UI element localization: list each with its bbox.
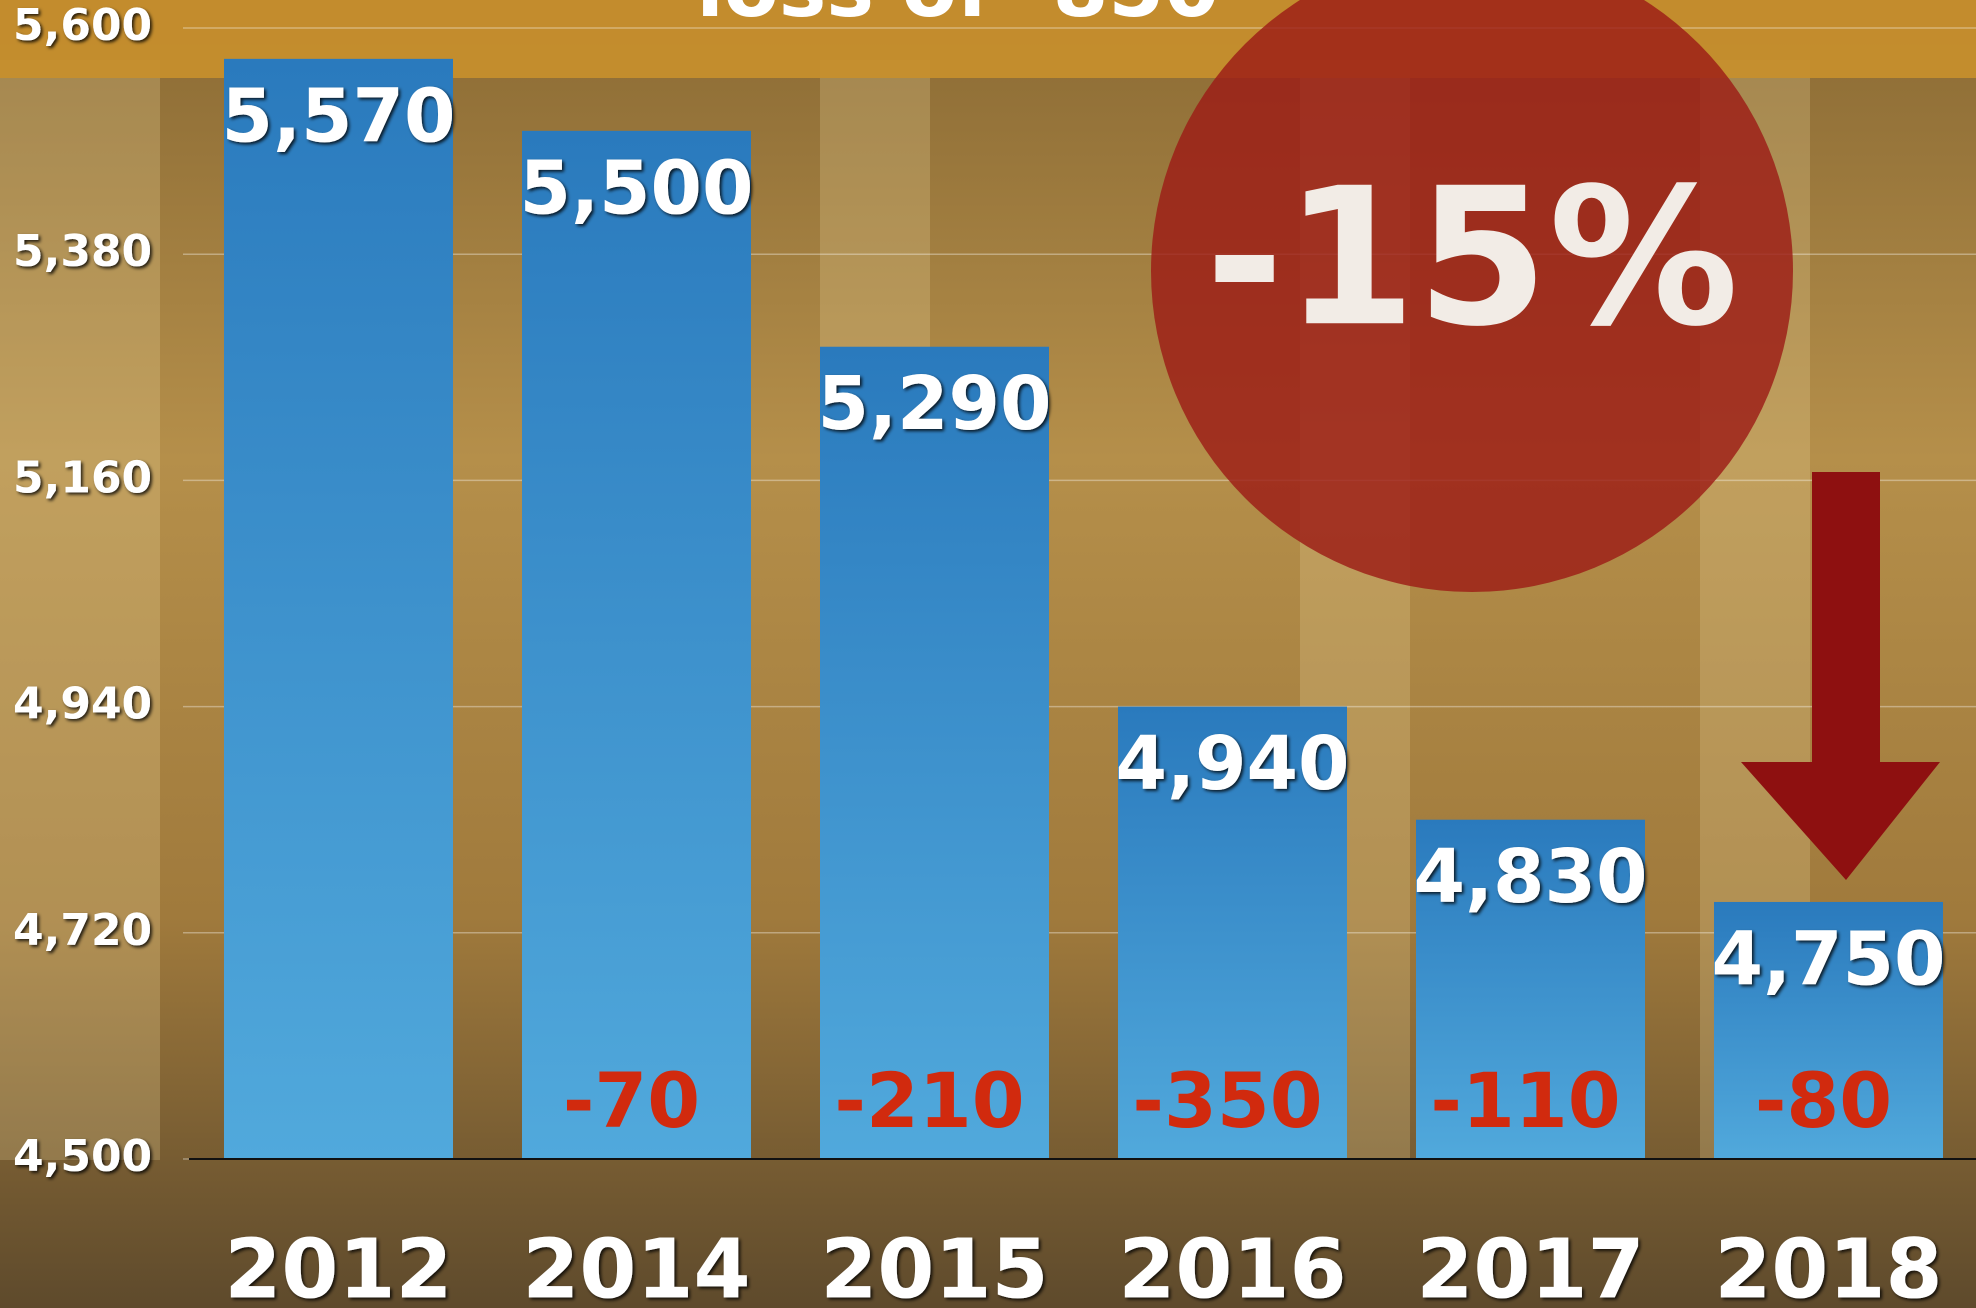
x-tick-label: 2014 [522, 1222, 750, 1308]
y-tick-label: 4,500 [13, 1131, 152, 1182]
page: loss of -850 4,500 4,720 4,940 5,160 5,380 5,… [0, 0, 1976, 1308]
x-tick-label: 2016 [1118, 1222, 1346, 1308]
chart-title: loss of -850 [696, 0, 1219, 35]
x-tick-label: 2018 [1714, 1222, 1942, 1308]
y-tick-label: 5,380 [13, 226, 152, 277]
x-tick-label: 2012 [224, 1222, 452, 1308]
bar [820, 347, 1049, 1159]
chart: loss of -850 4,500 4,720 4,940 5,160 5,380 5,… [0, 0, 1976, 1308]
change-label: -110 [1430, 1056, 1620, 1145]
y-tick-label: 4,940 [13, 679, 152, 730]
change-label: -80 [1755, 1056, 1892, 1145]
value-label: 5,500 [519, 145, 753, 231]
change-label: -350 [1132, 1056, 1322, 1145]
change-label: -210 [834, 1056, 1024, 1145]
bar [224, 59, 453, 1159]
change-label: -70 [563, 1056, 700, 1145]
value-label: 4,940 [1115, 721, 1349, 807]
y-tick-label: 5,600 [13, 0, 152, 51]
value-label: 5,290 [817, 361, 1051, 447]
badge-text: -15% [1205, 147, 1739, 368]
x-tick-label: 2015 [820, 1222, 1048, 1308]
bar [522, 131, 751, 1159]
value-label: 4,830 [1413, 834, 1647, 920]
value-label: 4,750 [1711, 916, 1945, 1002]
x-tick-label: 2017 [1416, 1222, 1644, 1308]
y-tick-label: 4,720 [13, 905, 152, 956]
value-label: 5,570 [221, 73, 455, 159]
y-tick-label: 5,160 [13, 452, 152, 503]
